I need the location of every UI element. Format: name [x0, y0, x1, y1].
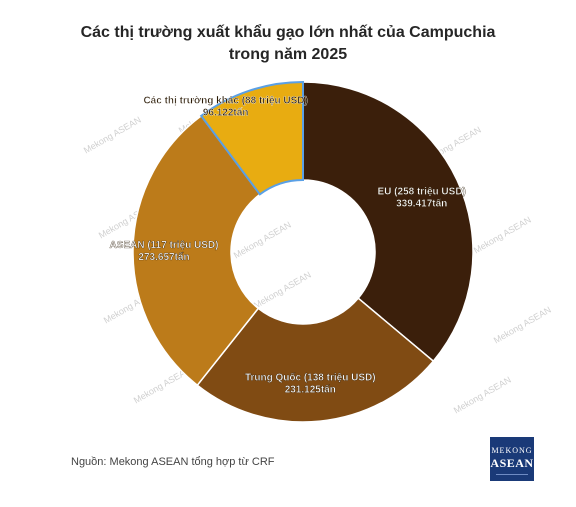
- slice-label-3: Các thị trường khác (88 triệu USD): [143, 96, 307, 107]
- source-note: Nguồn: Mekong ASEAN tổng hợp từ CRF: [71, 456, 275, 468]
- logo-divider: [496, 474, 528, 475]
- logo-line-1: MEKONG: [491, 446, 533, 455]
- slice-label-2: ASEAN (117 triệu USD): [110, 240, 219, 251]
- slice-value-label-3: 96.122tấn: [203, 107, 249, 119]
- donut-slice-0: [302, 81, 474, 363]
- donut-slice-1: [196, 297, 435, 423]
- chart-title-line-1: Các thị trường xuất khẩu gạo lớn nhất củ…: [80, 24, 496, 41]
- slice-value-label-1: 231.125tấn: [285, 383, 336, 395]
- donut-slice-2: [132, 114, 261, 387]
- mekong-asean-logo: MEKONG ASEAN: [490, 437, 534, 481]
- slice-label-1: Trung Quốc (138 triệu USD): [245, 371, 376, 383]
- chart-title-line-2: trong năm 2025: [228, 46, 348, 63]
- slice-label-0: EU (258 triệu USD): [378, 187, 466, 198]
- logo-line-2: ASEAN: [490, 456, 534, 470]
- chart-title: Các thị trường xuất khẩu gạo lớn nhất củ…: [0, 22, 576, 66]
- slice-value-label-0: 339.417tấn: [396, 198, 447, 210]
- donut-slice-3: [199, 80, 304, 196]
- slice-value-label-2: 273.657tấn: [138, 251, 189, 263]
